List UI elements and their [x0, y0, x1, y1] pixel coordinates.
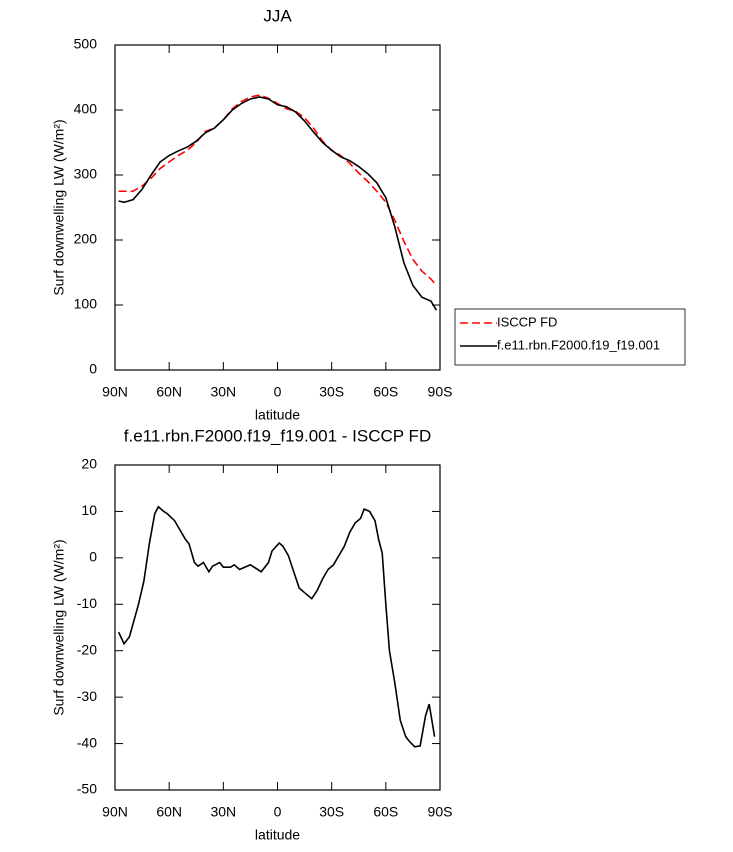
y-tick-label: -10: [77, 595, 97, 611]
legend-label: f.e11.rbn.F2000.f19_f19.001: [497, 337, 660, 352]
x-tick-label: 30N: [210, 804, 236, 820]
x-tick-label: 30S: [319, 804, 344, 820]
y-tick-label: 0: [89, 549, 97, 565]
chart-title: f.e11.rbn.F2000.f19_f19.001 - ISCCP FD: [124, 426, 431, 445]
x-tick-label: 0: [274, 384, 282, 400]
x-tick-label: 60N: [156, 804, 182, 820]
x-axis-label: latitude: [255, 407, 300, 423]
y-tick-label: 400: [74, 101, 98, 117]
x-tick-label: 60S: [373, 384, 398, 400]
legend-label: ISCCP FD: [497, 314, 557, 329]
x-tick-label: 60S: [373, 804, 398, 820]
x-tick-label: 30N: [210, 384, 236, 400]
y-tick-label: -20: [77, 641, 97, 657]
y-axis-label: Surf downwelling LW (W/m²): [51, 539, 67, 715]
legend-frame: [454, 308, 686, 366]
x-tick-label: 60N: [156, 384, 182, 400]
y-axis-label: Surf downwelling LW (W/m²): [51, 119, 67, 295]
y-tick-label: -40: [77, 734, 97, 750]
x-tick-label: 90S: [428, 804, 453, 820]
y-tick-label: 300: [74, 166, 98, 182]
y-tick-label: 20: [81, 456, 97, 472]
data-line: [118, 94, 438, 287]
plot-frame: [114, 464, 441, 791]
y-tick-label: -30: [77, 688, 97, 704]
x-tick-label: 90S: [428, 384, 453, 400]
y-tick-label: 500: [74, 36, 98, 52]
y-tick-label: 100: [74, 296, 98, 312]
y-tick-label: 0: [89, 361, 97, 377]
x-tick-label: 30S: [319, 384, 344, 400]
x-tick-label: 0: [274, 804, 282, 820]
y-tick-label: 10: [81, 502, 97, 518]
plot-frame: [114, 44, 441, 371]
data-line: [118, 96, 438, 311]
chart-title: JJA: [263, 6, 292, 25]
x-axis-label: latitude: [255, 827, 300, 843]
y-tick-label: 200: [74, 231, 98, 247]
x-tick-label: 90N: [102, 804, 128, 820]
data-line: [117, 505, 436, 748]
x-tick-label: 90N: [102, 384, 128, 400]
y-tick-label: -50: [77, 781, 97, 797]
